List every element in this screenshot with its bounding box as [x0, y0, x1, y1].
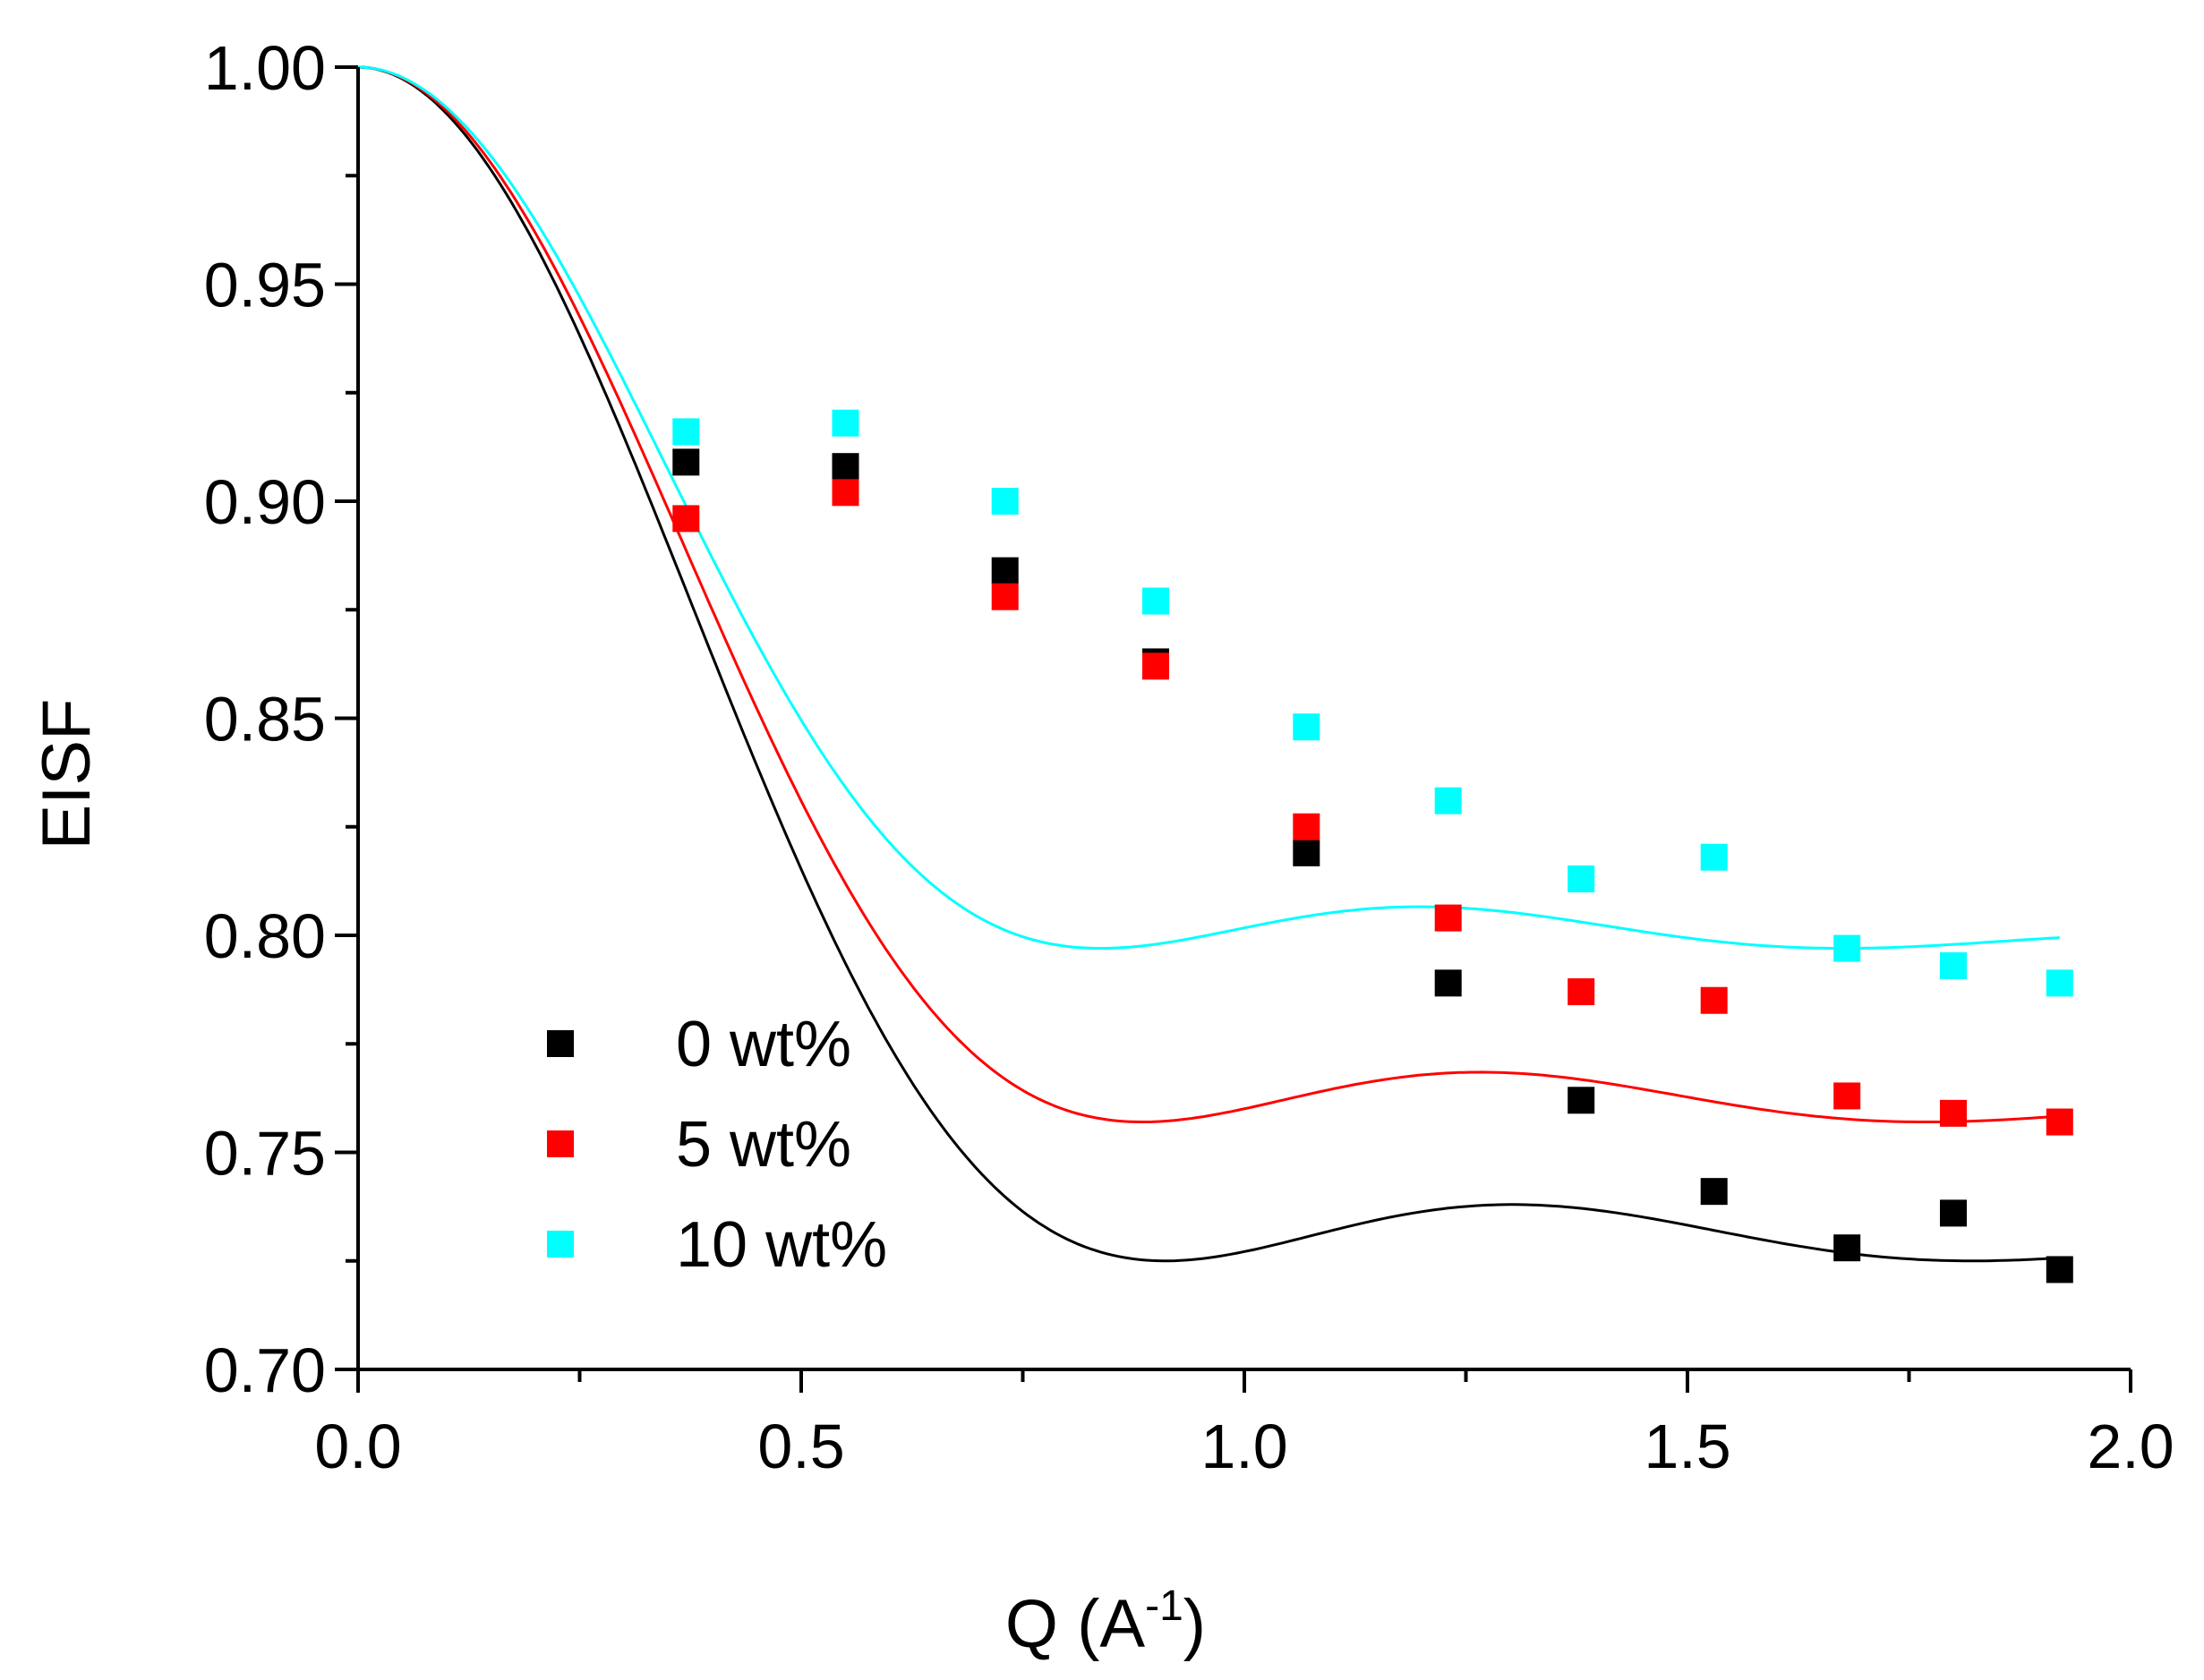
data-point	[1700, 843, 1728, 871]
x-tick-label: 1.0	[1200, 1411, 1287, 1481]
data-point	[2046, 1256, 2073, 1283]
data-point	[832, 409, 859, 437]
y-tick-label: 0.80	[204, 901, 326, 971]
data-point	[991, 583, 1019, 610]
x-tick-label: 0.0	[314, 1411, 401, 1481]
y-tick-label: 0.75	[204, 1119, 326, 1189]
data-point	[1293, 713, 1320, 741]
y-tick-label: 0.90	[204, 467, 326, 537]
data-point	[1833, 934, 1861, 962]
data-point	[1142, 652, 1169, 680]
data-point	[1833, 1082, 1861, 1110]
data-point	[1940, 1099, 1967, 1127]
x-tick-label: 2.0	[2087, 1411, 2174, 1481]
y-tick-label: 0.70	[204, 1335, 326, 1405]
legend-label: 5 wt%	[676, 1109, 851, 1181]
fit-curve-10-wt-	[357, 65, 2060, 950]
data-point	[1434, 904, 1462, 932]
legend-marker	[547, 1231, 574, 1258]
y-tick-label: 0.95	[204, 251, 326, 320]
legend-marker	[547, 1130, 574, 1157]
data-point	[672, 448, 700, 476]
x-axis-title-main: Q (A	[1005, 1586, 1146, 1662]
y-axis-title: EISF	[29, 699, 105, 850]
axes	[335, 65, 2132, 1393]
data-point	[1434, 969, 1462, 997]
data-point	[1700, 986, 1728, 1014]
legend-label: 0 wt%	[676, 1009, 851, 1080]
y-tick-label: 1.00	[204, 33, 326, 103]
data-point	[1568, 978, 1595, 1006]
legend-marker	[547, 1030, 574, 1057]
data-point	[2046, 1108, 2073, 1136]
x-axis-title-superscript: -1	[1145, 1582, 1183, 1630]
data-point	[1434, 787, 1462, 814]
data-point	[1833, 1234, 1861, 1262]
data-point	[1142, 587, 1169, 615]
data-point	[2046, 969, 2073, 997]
x-axis-title: Q (A-1)	[1005, 1582, 1206, 1662]
data-point	[1940, 951, 1967, 979]
x-axis-title-close: )	[1183, 1586, 1206, 1662]
data-point	[832, 479, 859, 507]
y-tick-label: 0.85	[204, 685, 326, 755]
tick-labels: 0.0 0.5 1.0 1.5 2.0 0.70 0.75 0.80 0.85 0.90 0.95 1…	[204, 33, 2174, 1481]
data-point	[672, 418, 700, 446]
data-point	[832, 453, 859, 481]
data-point	[1293, 839, 1320, 866]
fit-curve-5-wt-	[357, 65, 2060, 1123]
x-tick-label: 1.5	[1644, 1411, 1730, 1481]
data-point	[991, 557, 1019, 584]
fit-curves	[357, 65, 2060, 1263]
data-point	[1700, 1178, 1728, 1206]
legend: 0 wt% 5 wt% 10 wt%	[547, 1009, 887, 1281]
x-tick-label: 0.5	[757, 1411, 844, 1481]
data-point	[1940, 1199, 1967, 1227]
data-point	[1568, 865, 1595, 892]
data-point	[672, 505, 700, 533]
data-point	[991, 488, 1019, 515]
legend-label: 10 wt%	[676, 1209, 887, 1281]
data-points	[672, 409, 2073, 1283]
data-point	[1293, 813, 1320, 840]
data-point	[1568, 1087, 1595, 1114]
fit-curve-0-wt-	[357, 65, 2060, 1263]
